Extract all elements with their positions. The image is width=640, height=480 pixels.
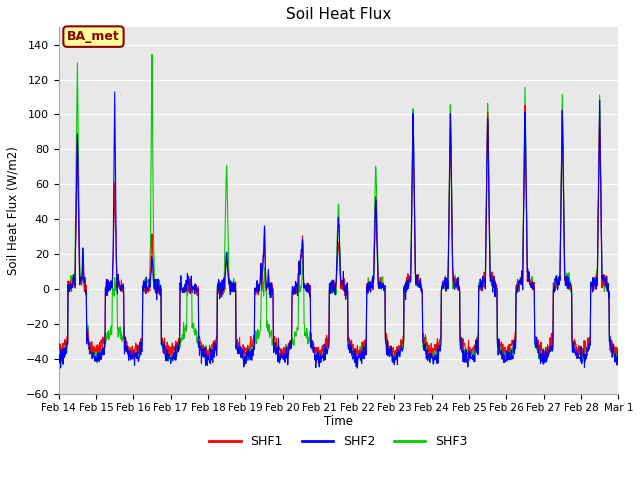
Text: BA_met: BA_met: [67, 30, 120, 43]
Line: SHF3: SHF3: [59, 54, 618, 363]
SHF1: [166, 347, 173, 352]
SHF1: [55, 343, 63, 348]
SHF2: [614, 352, 622, 358]
SHF1: [548, 343, 556, 349]
SHF1: [614, 345, 622, 350]
SHF3: [614, 355, 622, 360]
Legend: SHF1, SHF2, SHF3: SHF1, SHF2, SHF3: [204, 430, 473, 453]
SHF1: [242, 345, 250, 351]
SHF2: [243, 359, 250, 365]
Line: SHF2: SHF2: [59, 92, 618, 368]
SHF3: [166, 358, 174, 364]
SHF3: [499, 348, 507, 354]
SHF3: [148, 51, 156, 57]
SHF3: [548, 340, 556, 346]
SHF3: [243, 347, 250, 352]
SHF2: [548, 348, 556, 354]
SHF2: [55, 349, 63, 355]
SHF2: [353, 365, 361, 371]
SHF2: [166, 356, 174, 361]
SHF1: [499, 341, 507, 347]
SHF3: [93, 360, 101, 366]
SHF1: [426, 346, 433, 352]
SHF2: [499, 355, 507, 361]
SHF3: [426, 360, 434, 366]
SHF2: [180, 289, 188, 295]
SHF1: [179, 288, 187, 294]
SHF1: [243, 357, 251, 363]
SHF3: [55, 354, 63, 360]
X-axis label: Time: Time: [324, 415, 353, 428]
Line: SHF1: SHF1: [59, 105, 618, 360]
SHF1: [521, 102, 529, 108]
SHF3: [180, 329, 188, 335]
Title: Soil Heat Flux: Soil Heat Flux: [286, 7, 391, 22]
SHF2: [111, 89, 118, 95]
Y-axis label: Soil Heat Flux (W/m2): Soil Heat Flux (W/m2): [7, 146, 20, 275]
SHF2: [426, 357, 434, 363]
